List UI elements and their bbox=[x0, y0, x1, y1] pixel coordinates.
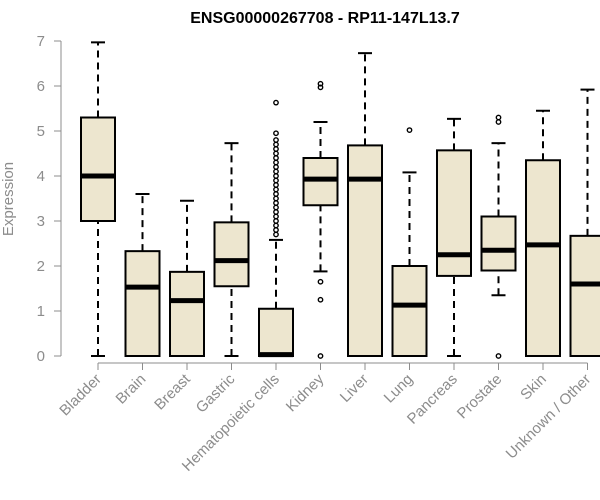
outlier-point bbox=[495, 114, 502, 121]
y-tick-label: 1 bbox=[37, 303, 45, 320]
outlier-point bbox=[273, 191, 279, 197]
outlier-point bbox=[273, 150, 279, 157]
outlier-point bbox=[317, 278, 324, 285]
y-axis-label: Expression bbox=[0, 162, 17, 236]
outlier-point bbox=[273, 231, 279, 238]
box-prostate bbox=[480, 114, 517, 359]
x-tick-label: Breast bbox=[151, 370, 194, 413]
y-axis: 0 1 2 3 4 5 6 7 bbox=[37, 33, 62, 365]
box-brain bbox=[124, 193, 161, 357]
outlier-point bbox=[273, 168, 279, 175]
y-tick-label: 6 bbox=[37, 78, 45, 95]
box-bladder bbox=[80, 41, 116, 357]
x-tick-label: Brain bbox=[113, 371, 150, 408]
outlier-point bbox=[317, 80, 324, 87]
x-tick-label: Unknown / Other bbox=[503, 371, 595, 463]
box-gastric bbox=[213, 142, 250, 357]
outlier-point bbox=[317, 84, 324, 91]
y-tick-label: 3 bbox=[37, 213, 45, 230]
box-breast bbox=[169, 199, 205, 358]
iqr-box bbox=[169, 270, 205, 358]
y-tick-label: 5 bbox=[37, 123, 45, 140]
iqr-box bbox=[124, 250, 161, 357]
outlier-point bbox=[273, 213, 279, 220]
y-tick-label: 2 bbox=[37, 258, 45, 275]
outlier-point bbox=[495, 119, 502, 125]
iqr-box bbox=[80, 116, 116, 222]
y-tick-label: 0 bbox=[37, 348, 45, 365]
iqr-box bbox=[480, 215, 517, 272]
outlier-point bbox=[273, 209, 279, 215]
outlier-point bbox=[273, 99, 279, 106]
iqr-box bbox=[258, 307, 294, 357]
x-tick-label: Bladder bbox=[56, 371, 105, 420]
x-tick-label: Liver bbox=[337, 371, 372, 406]
outlier-point bbox=[273, 222, 279, 229]
box-kidney bbox=[302, 80, 339, 359]
x-tick-label: Lung bbox=[381, 371, 417, 407]
outlier-point bbox=[273, 218, 279, 224]
y-tick-label: 7 bbox=[37, 33, 45, 50]
iqr-box bbox=[391, 265, 428, 357]
x-tick-label: Skin bbox=[517, 371, 550, 404]
outlier-point bbox=[273, 130, 279, 137]
box-pancreas bbox=[436, 117, 472, 357]
box-lung bbox=[391, 127, 428, 357]
outlier-point bbox=[317, 296, 324, 303]
iqr-box bbox=[525, 159, 561, 357]
box-skin bbox=[525, 109, 561, 357]
outlier-point bbox=[273, 195, 279, 202]
outlier-point bbox=[317, 353, 324, 359]
x-tick-label: Prostate bbox=[454, 371, 506, 423]
outlier-point bbox=[273, 200, 279, 206]
outlier-point bbox=[273, 204, 279, 211]
box-hematopoietic-cells bbox=[258, 99, 294, 358]
iqr-box bbox=[569, 234, 600, 358]
outlier-point bbox=[273, 137, 279, 143]
outlier-point bbox=[273, 146, 279, 152]
outlier-point bbox=[406, 127, 413, 134]
outlier-point bbox=[273, 177, 279, 184]
outlier-point bbox=[273, 141, 279, 148]
outlier-point bbox=[273, 186, 279, 193]
box-unknown-other bbox=[569, 88, 600, 358]
boxes bbox=[80, 41, 600, 359]
outlier-point bbox=[273, 155, 279, 161]
iqr-box bbox=[213, 221, 250, 288]
box-liver bbox=[347, 52, 383, 357]
outlier-point bbox=[273, 182, 279, 188]
x-tick-label: Kidney bbox=[283, 370, 328, 415]
y-tick-label: 4 bbox=[37, 168, 45, 185]
outlier-point bbox=[495, 353, 502, 359]
chart-title: ENSG00000267708 - RP11-147L13.7 bbox=[190, 10, 460, 27]
outlier-point bbox=[273, 173, 279, 179]
outlier-point bbox=[273, 164, 279, 170]
outlier-point bbox=[273, 159, 279, 166]
outlier-point bbox=[273, 227, 279, 233]
